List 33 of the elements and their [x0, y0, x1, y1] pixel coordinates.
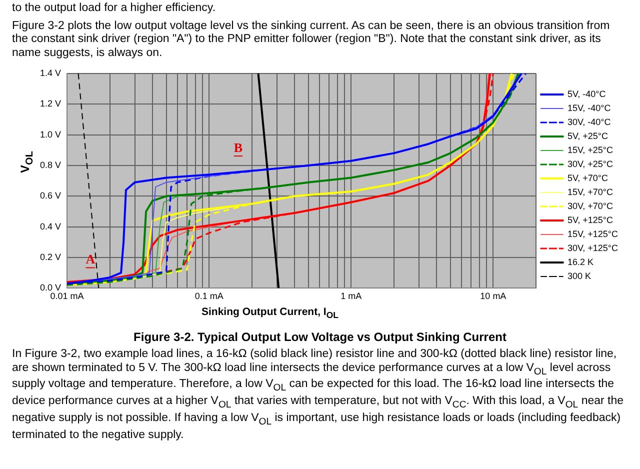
y-tick-label: 0.4 V: [40, 221, 62, 232]
y-tick-label: 0.6 V: [40, 190, 62, 201]
legend-label: 15V, +25°C: [567, 144, 614, 155]
y-tick-label: 1.0 V: [40, 129, 62, 140]
legend-label: 5V, -40°C: [567, 88, 606, 99]
legend-label: 30V, +125°C: [567, 242, 618, 253]
text: Figure 3-2. Typical Output Low Voltage vs Output Sinking Current: [132, 330, 508, 344]
caption: Figure 3-2 plots the low output voltage level vs the sinking current. As can be seen, there is an obvious transition from the constant sink driver (region "A") to the PNP emitter follower (region "B"). Note that the constant sink driver, as its name suggests, is always on.: [12, 20, 611, 60]
x-tick-label: 0.1 mA: [194, 291, 224, 302]
y-tick-label: 1.2 V: [40, 98, 62, 109]
legend-label: 30V, +25°C: [567, 158, 614, 169]
x-tick-label: 0.01 mA: [50, 291, 84, 302]
y-tick-label: 1.4 V: [40, 68, 62, 78]
annotation: A: [86, 252, 96, 267]
legend-label: 5V, +25°C: [567, 130, 608, 141]
y-tick-label: 0.8 V: [40, 160, 62, 170]
x-axis-title: Sinking Output Current, I$_{OL}$: [200, 306, 340, 320]
annotation: B: [234, 140, 243, 155]
legend-label: 5V, +70°C: [567, 172, 608, 183]
legend-label: 5V, +125°C: [567, 214, 614, 225]
legend-label: 15V, -40°C: [567, 102, 612, 113]
legend-label: 30V, +70°C: [567, 200, 614, 211]
x-tick-label: 1 mA: [340, 291, 362, 302]
y-tick-label: 0.0 V: [40, 282, 62, 293]
legend-label: 15V, +125°C: [567, 228, 618, 239]
legend-label: 300 K: [567, 270, 591, 281]
y-tick-label: 0.2 V: [40, 252, 62, 262]
x-tick-label: 10 mA: [480, 291, 506, 302]
legend-label: 30V, -40°C: [567, 116, 612, 127]
text: to the output load for a higher efficiency.: [12, 2, 217, 16]
text: In Figure 3-2, two example load lines, a 16-kΩ (solid black line) resistor line and 300-kΩ (dotted black line) resistor line, are shown terminated to 5 V. The 300-kΩ load line intersects the device performance curves at a low V$_{OL}$ level across supply voltage and temperature. Therefore, a low V$_{OL}$ can be expected for this load. The 16-kΩ load line intersects the device performance curves at a higher V$_{OL}$ that varies with temperature, but not with V$_{CC}$. With this load, a V$_{OL}$ near the negative supply is not possible. If having a low V$_{OL}$ is important, use high resistance loads or loads (including feedback) terminated to the negative supply.: [12, 348, 624, 441]
legend-label: 16.2 K: [567, 256, 594, 267]
legend-label: 15V, +70°C: [567, 186, 614, 197]
